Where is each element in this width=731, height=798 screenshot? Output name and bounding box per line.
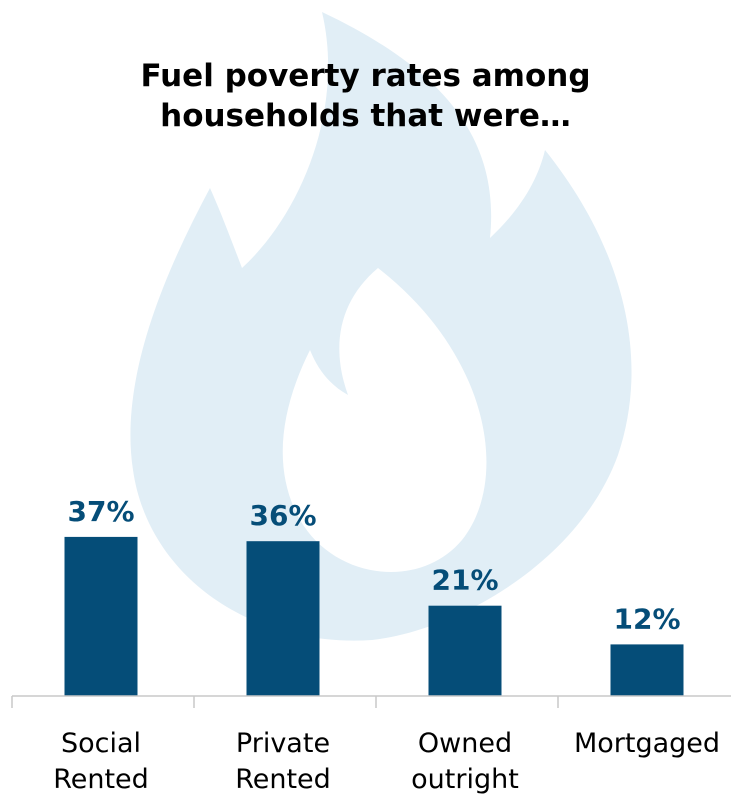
value-labels: 37% 36% 21% 12%	[67, 495, 680, 636]
x-tick-label: Owned	[418, 728, 512, 759]
bar-value-label: 36%	[249, 499, 316, 532]
x-tick-label: Rented	[235, 764, 331, 794]
x-tick-label: outright	[411, 764, 519, 794]
bar	[428, 605, 502, 696]
chart-title-line-2: households that were…	[160, 98, 571, 134]
bar	[610, 644, 684, 696]
x-tick-label: Rented	[53, 764, 149, 794]
chart-title-line-1: Fuel poverty rates among	[140, 58, 591, 94]
x-tick-label: Mortgaged	[574, 728, 720, 759]
bar-value-label: 21%	[431, 564, 498, 597]
x-axis: Social Rented Private Rented Owned outright Mo…	[11, 695, 731, 795]
x-tick-label: Private	[236, 728, 330, 759]
bar-value-label: 37%	[67, 495, 134, 528]
chart-title: Fuel poverty rates among households that…	[0, 56, 731, 136]
bars	[64, 536, 684, 696]
bar-value-label: 12%	[613, 602, 680, 635]
bar	[64, 536, 138, 696]
bar	[246, 541, 320, 696]
flame-icon	[130, 12, 632, 641]
x-tick-label: Social	[61, 728, 141, 759]
